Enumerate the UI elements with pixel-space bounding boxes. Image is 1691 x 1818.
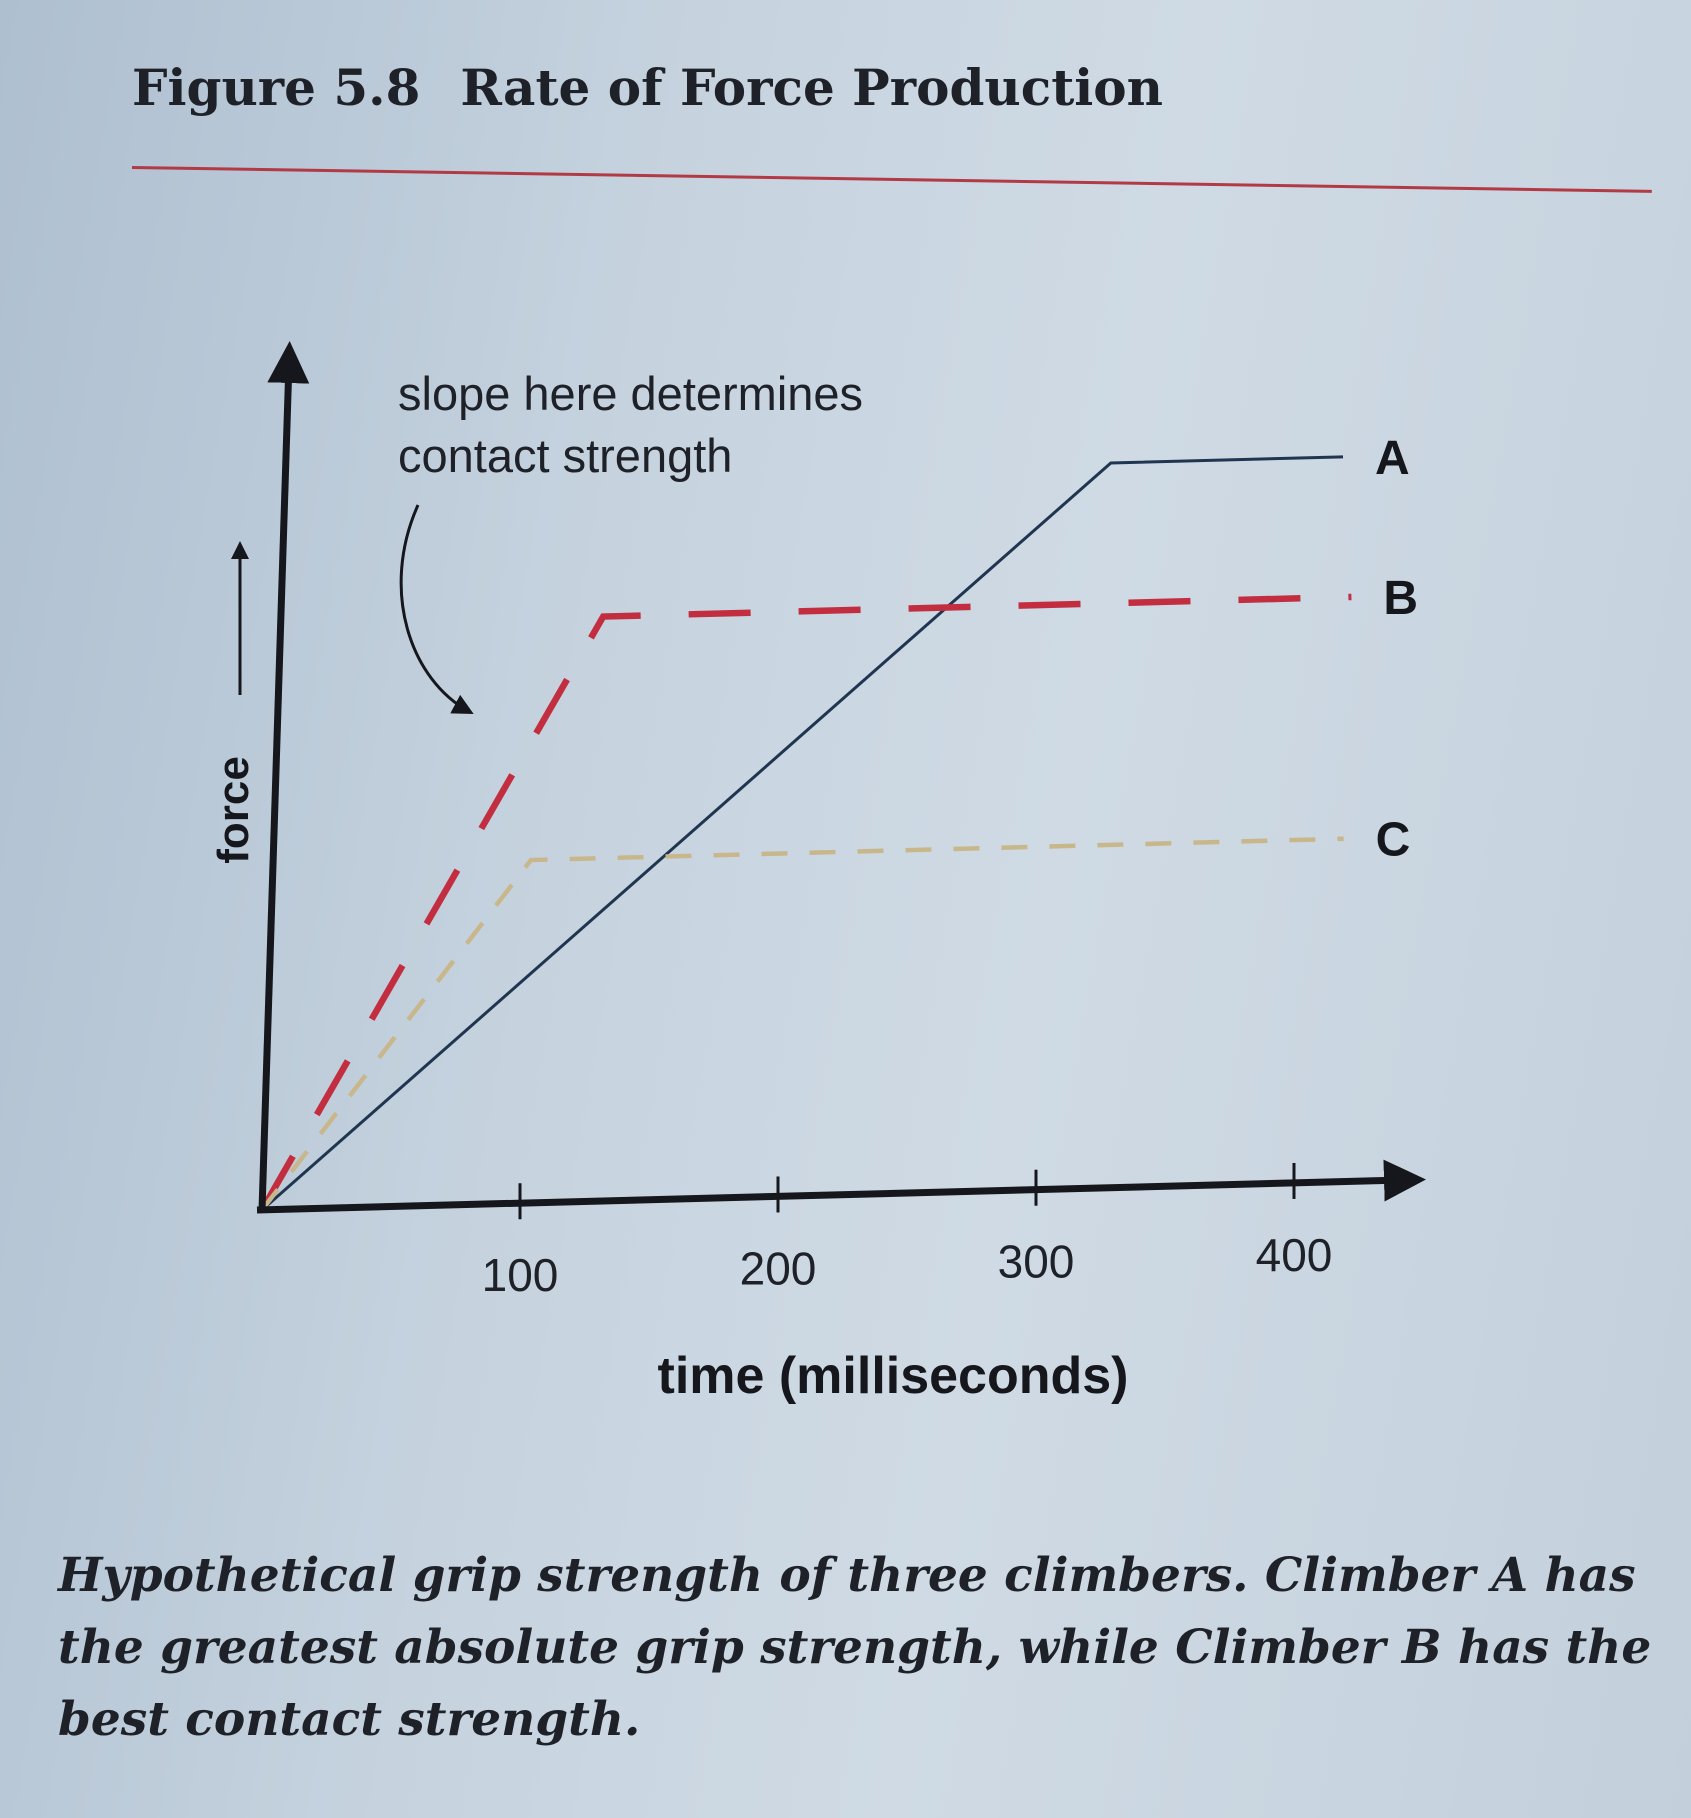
series-line-a <box>261 455 1344 1212</box>
figure-title-text: Rate of Force Production <box>460 58 1163 117</box>
series-label-b: B <box>1383 572 1418 625</box>
x-tick-label-200: 200 <box>740 1242 817 1294</box>
series-line-b <box>259 593 1352 1212</box>
figure-caption: Hypothetical grip strength of three clim… <box>58 1548 1652 1747</box>
force-time-chart: A B C 100 200 300 400 force time (millisecond… <box>209 341 1426 1405</box>
annotation-line-1: slope here determines <box>398 367 863 420</box>
series-line-c <box>260 836 1344 1212</box>
annotation-arrow <box>399 504 474 714</box>
y-axis-label: force <box>209 756 258 864</box>
figure-number: Figure 5.8 <box>132 58 421 117</box>
x-tick-label-100: 100 <box>482 1249 559 1301</box>
x-tick-label-400: 400 <box>1256 1229 1333 1281</box>
y-axis <box>258 341 310 1211</box>
tick-layer: 100 200 300 400 <box>482 1162 1333 1301</box>
series-label-c: C <box>1376 814 1411 867</box>
series-label-a: A <box>1375 432 1410 485</box>
series-layer: A B C <box>259 432 1418 1212</box>
x-axis <box>256 1159 1426 1214</box>
x-tick-label-300: 300 <box>998 1236 1075 1288</box>
x-axis-label: time (milliseconds) <box>658 1347 1129 1405</box>
figure-title: Figure 5.8 Rate of Force Production <box>132 58 1163 117</box>
annotation-line-2: contact strength <box>398 429 732 482</box>
